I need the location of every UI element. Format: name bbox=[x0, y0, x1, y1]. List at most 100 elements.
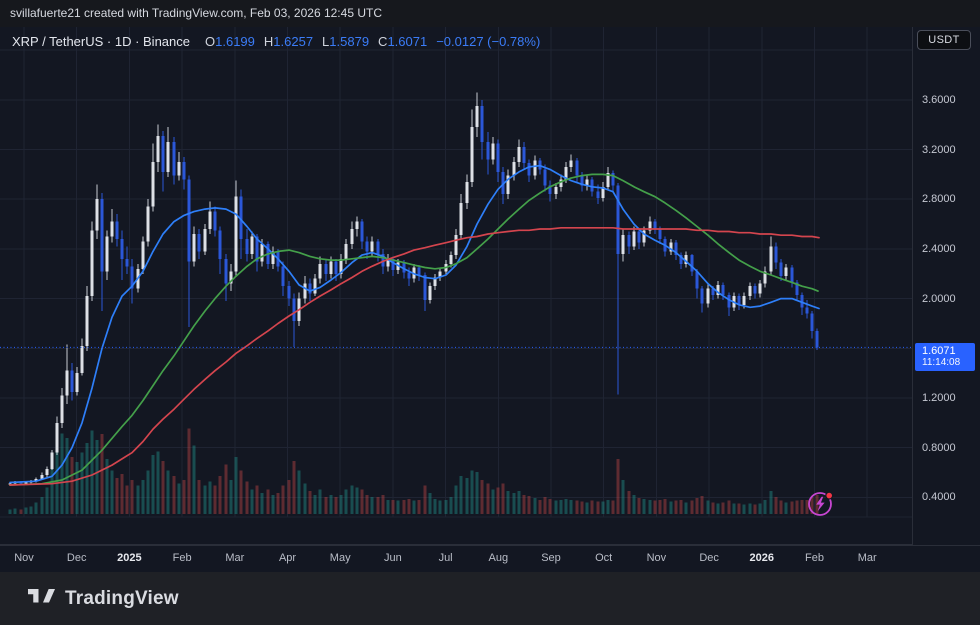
time-axis-label: Oct bbox=[595, 552, 613, 564]
volume-bar bbox=[40, 496, 44, 514]
candle-body bbox=[465, 181, 469, 203]
volume-bar bbox=[344, 489, 348, 514]
candle-body bbox=[187, 179, 191, 262]
volume-bar bbox=[433, 498, 437, 514]
candle-body bbox=[454, 235, 458, 256]
volume-bar bbox=[758, 503, 762, 514]
volume-bar bbox=[632, 495, 636, 514]
volume-bar bbox=[192, 445, 196, 514]
flash-quick-action-button[interactable] bbox=[806, 488, 836, 518]
currency-toggle-button[interactable]: USDT bbox=[917, 30, 971, 50]
tradingview-logo-icon[interactable] bbox=[28, 586, 55, 612]
symbol-title[interactable]: XRP / TetherUS · 1D · Binance bbox=[12, 34, 190, 49]
price-chart-canvas[interactable] bbox=[0, 27, 980, 546]
volume-bar bbox=[690, 500, 694, 514]
candle-body bbox=[486, 142, 490, 160]
volume-bar bbox=[590, 500, 594, 514]
price-tick-label: 0.4000 bbox=[922, 491, 956, 504]
volume-bar bbox=[459, 476, 463, 514]
volume-bar bbox=[753, 504, 757, 514]
volume-bar bbox=[585, 502, 589, 514]
volume-bar bbox=[423, 485, 427, 514]
candle-body bbox=[110, 221, 114, 237]
volume-bar bbox=[506, 491, 510, 514]
volume-bar bbox=[642, 498, 646, 514]
candle-body bbox=[795, 282, 799, 295]
candle-body bbox=[292, 298, 296, 321]
volume-bar bbox=[281, 485, 285, 514]
volume-bar bbox=[779, 500, 783, 514]
volume-bar bbox=[177, 483, 181, 514]
volume-bar bbox=[115, 477, 119, 514]
candle-body bbox=[407, 272, 411, 279]
volume-bar bbox=[360, 489, 364, 514]
attribution-bar: svillafuerte21 created with TradingView.… bbox=[0, 0, 980, 27]
volume-bar bbox=[197, 479, 201, 514]
candle-body bbox=[648, 221, 652, 231]
candle-body bbox=[543, 169, 547, 186]
candle-body bbox=[790, 267, 794, 283]
volume-bar bbox=[407, 498, 411, 514]
volume-bar bbox=[575, 500, 579, 514]
volume-bar bbox=[554, 500, 558, 514]
volume-bar bbox=[355, 487, 359, 514]
volume-bar bbox=[245, 481, 249, 514]
volume-bar bbox=[658, 499, 662, 514]
candle-body bbox=[642, 230, 646, 243]
tradingview-wordmark[interactable]: TradingView bbox=[65, 587, 179, 609]
volume-bar bbox=[229, 479, 233, 514]
volume-bar bbox=[65, 438, 69, 514]
candle-body bbox=[156, 135, 160, 162]
volume-bar bbox=[800, 499, 804, 514]
volume-bar bbox=[748, 503, 752, 514]
volume-bar bbox=[208, 481, 212, 514]
volume-bar bbox=[250, 489, 254, 514]
candle-body bbox=[805, 307, 809, 314]
volume-bar bbox=[34, 502, 38, 514]
chart-pane[interactable]: XRP / TetherUS · 1D · Binance O1.6199 H1.6… bbox=[0, 27, 980, 545]
candle-body bbox=[748, 286, 752, 297]
volume-bar bbox=[110, 470, 114, 514]
volume-bar bbox=[470, 470, 474, 514]
high-label: H bbox=[263, 34, 274, 49]
time-axis-label: May bbox=[329, 552, 351, 564]
time-axis[interactable]: Nov Dec 2025 Feb Mar Apr May Jun Jul Aug Sep Oct Nov… bbox=[0, 545, 980, 572]
candle-body bbox=[213, 211, 217, 231]
volume-bar bbox=[737, 503, 741, 514]
volume-bar bbox=[151, 455, 155, 514]
price-tick-label: 2.8000 bbox=[922, 193, 956, 206]
price-axis[interactable]: USDT 3.6000 3.2000 2.8000 2.4000 2.0000 1.200… bbox=[912, 27, 980, 545]
time-axis-label: Apr bbox=[278, 552, 297, 564]
volume-bar bbox=[669, 501, 673, 514]
time-axis-label: Nov bbox=[14, 552, 34, 564]
candle-body bbox=[575, 160, 579, 176]
candle-body bbox=[255, 236, 259, 262]
open-label: O bbox=[205, 34, 216, 49]
candle-body bbox=[737, 296, 741, 305]
volume-bar bbox=[313, 495, 317, 514]
candle-body bbox=[433, 277, 437, 287]
ma-slow-line bbox=[9, 226, 820, 486]
candle-body bbox=[522, 147, 526, 164]
volume-bar bbox=[417, 499, 421, 514]
volume-bar bbox=[621, 479, 625, 514]
volume-bar bbox=[45, 487, 49, 514]
candle-body bbox=[815, 330, 819, 348]
time-axis-label: 2026 bbox=[749, 552, 775, 564]
volume-bar bbox=[365, 495, 369, 514]
candle-body bbox=[423, 274, 427, 300]
volume-bar bbox=[695, 497, 699, 514]
high-value: 1.6257 bbox=[273, 34, 314, 49]
volume-bar bbox=[711, 502, 715, 514]
candle-body bbox=[130, 266, 134, 289]
volume-bar bbox=[496, 487, 500, 514]
volume-bar bbox=[616, 458, 620, 514]
candle-body bbox=[313, 278, 317, 294]
volume-bar bbox=[679, 499, 683, 514]
candle-body bbox=[34, 478, 38, 482]
candle-body bbox=[611, 173, 615, 186]
candle-body bbox=[172, 142, 176, 176]
candle-body bbox=[470, 127, 474, 182]
candle-body bbox=[239, 196, 243, 239]
volume-bar bbox=[805, 499, 809, 514]
